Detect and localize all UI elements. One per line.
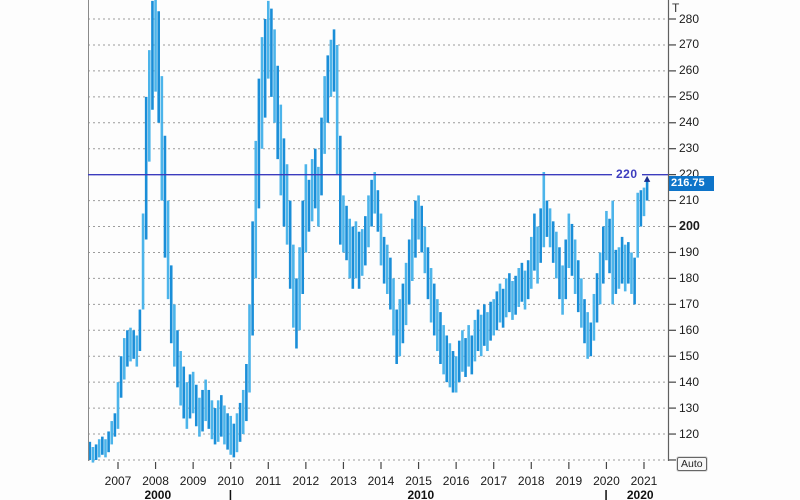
x-axis-year-label: 2016 xyxy=(442,474,470,488)
y-axis-label: 190 xyxy=(679,244,700,259)
x-axis-year-label: 2007 xyxy=(104,474,132,488)
y-axis-label: 210 xyxy=(679,193,700,208)
y-axis-label: 180 xyxy=(679,270,700,285)
last-price-tag: 216.75 xyxy=(669,176,714,192)
y-axis-label: 150 xyxy=(679,348,700,363)
y-axis-label: 120 xyxy=(679,426,700,441)
y-axis-label: 140 xyxy=(679,374,700,389)
tool-indicator: T xyxy=(672,1,680,15)
alert-level-label[interactable]: 220 xyxy=(612,167,642,181)
y-axis-label: 250 xyxy=(679,89,700,104)
x-axis-year-label: 2018 xyxy=(517,474,545,488)
x-axis-year-label: 2019 xyxy=(555,474,583,488)
x-axis-year-label: 2012 xyxy=(292,474,320,488)
y-axis-label: 230 xyxy=(679,141,700,156)
x-axis-year-label: 2009 xyxy=(179,474,207,488)
x-axis-year-label: 2017 xyxy=(480,474,508,488)
x-axis-year-label: 2021 xyxy=(630,474,658,488)
y-axis-label: 200 xyxy=(679,219,700,234)
y-axis-label: 130 xyxy=(679,400,700,415)
auto-scale-button[interactable]: Auto xyxy=(677,457,707,471)
y-axis-label: 280 xyxy=(679,11,700,26)
x-axis-year-label: 2010 xyxy=(217,474,245,488)
x-axis-year-label: 2014 xyxy=(367,474,395,488)
x-axis-year-label: 2015 xyxy=(405,474,432,488)
x-axis-year-label: 2013 xyxy=(330,474,357,488)
x-axis-decade-label: 2020 xyxy=(626,488,654,500)
x-axis-year-label: 2011 xyxy=(255,474,282,488)
x-axis-decade-separator: | xyxy=(604,488,608,500)
x-axis-decade-label: 2010 xyxy=(407,488,435,500)
y-axis-label: 240 xyxy=(679,115,700,130)
x-axis-year-label: 2008 xyxy=(142,474,169,488)
y-axis-label: 160 xyxy=(679,322,700,337)
y-axis-label: 170 xyxy=(679,296,700,311)
x-axis-decade-label: 2000 xyxy=(144,488,172,500)
x-axis-decade-separator: | xyxy=(228,488,233,500)
x-axis-year-label: 2020 xyxy=(593,474,620,488)
y-axis-label: 260 xyxy=(679,63,700,78)
current-price-arrow xyxy=(643,175,651,182)
y-axis-label: 270 xyxy=(679,37,700,52)
